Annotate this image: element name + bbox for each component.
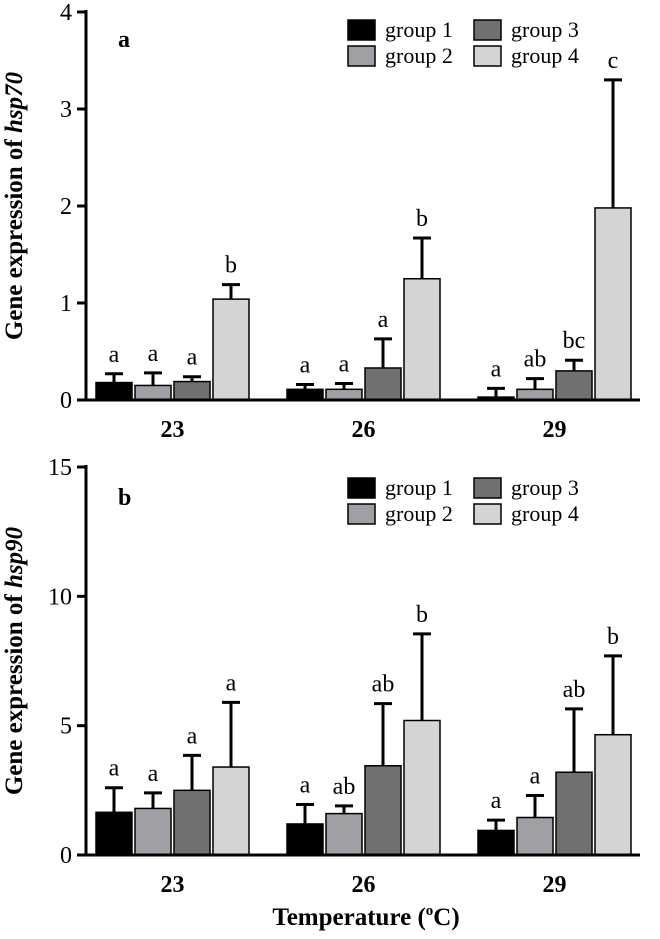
bar <box>555 370 593 401</box>
significance-letter: a <box>378 307 389 333</box>
y-axis-title-gene: hsp90 <box>1 526 28 588</box>
legend-label: group 2 <box>385 43 453 68</box>
significance-letter: b <box>416 206 428 232</box>
bar <box>286 388 324 401</box>
significance-letter: ab <box>524 347 547 373</box>
bar <box>516 816 554 856</box>
legend-label: group 4 <box>511 43 579 68</box>
significance-letter: a <box>491 788 502 814</box>
bar <box>134 384 172 401</box>
bar <box>403 719 441 856</box>
y-axis-title-gene: hsp70 <box>1 71 28 133</box>
significance-letter: a <box>148 341 159 367</box>
bar <box>477 829 515 856</box>
bar <box>403 278 441 401</box>
significance-letter: a <box>300 352 311 378</box>
significance-letter: b <box>416 602 428 628</box>
bar <box>594 207 632 401</box>
x-axis-title-degree: o <box>426 903 434 919</box>
legend-label: group 1 <box>385 475 453 500</box>
bar <box>364 367 402 401</box>
bar <box>95 811 133 856</box>
significance-letter: a <box>109 342 120 368</box>
bar <box>325 812 363 856</box>
significance-letter: ab <box>333 774 356 800</box>
significance-letter: bc <box>563 328 586 354</box>
significance-letter: a <box>339 352 350 378</box>
bar <box>594 733 632 856</box>
x-tick-label: 26 <box>352 872 376 898</box>
bar <box>325 388 363 401</box>
x-axis-title-unit: C) <box>433 904 459 931</box>
y-tick-label: 2 <box>60 194 72 220</box>
x-tick-label: 23 <box>161 417 185 443</box>
bar <box>173 789 211 856</box>
y-tick-label: 3 <box>60 97 72 123</box>
legend-swatch <box>473 45 502 67</box>
panel-label: b <box>118 485 131 511</box>
significance-letter: c <box>608 48 619 74</box>
y-tick-label: 15 <box>48 455 72 481</box>
legend-label: group 1 <box>385 17 453 42</box>
legend-swatch <box>473 477 502 499</box>
x-tick-label: 26 <box>352 417 376 443</box>
significance-letter: a <box>187 723 198 749</box>
y-tick-label: 4 <box>60 0 72 26</box>
x-tick-label: 29 <box>543 872 567 898</box>
significance-letter: a <box>148 761 159 787</box>
significance-letter: a <box>226 670 237 696</box>
y-tick-label: 0 <box>60 388 72 414</box>
bar <box>364 765 402 856</box>
bar <box>516 388 554 401</box>
x-axis-title-main: Temperature ( <box>272 904 425 931</box>
legend-swatch <box>347 45 376 67</box>
x-axis-title: Temperature (oC) <box>272 903 459 931</box>
significance-letter: ab <box>563 677 586 703</box>
panel-label: a <box>118 27 130 53</box>
bar <box>212 766 250 856</box>
bar <box>286 823 324 856</box>
significance-letter: a <box>491 356 502 382</box>
legend-label: group 4 <box>511 501 579 526</box>
significance-letter: ab <box>372 672 395 698</box>
bar <box>555 771 593 856</box>
x-tick-label: 23 <box>161 872 185 898</box>
bar <box>134 807 172 856</box>
legend-swatch <box>473 503 502 525</box>
legend-label: group 3 <box>511 475 579 500</box>
y-axis-title: Gene expression of hsp70 <box>1 71 28 340</box>
y-tick-label: 1 <box>60 291 72 317</box>
y-tick-label: 5 <box>60 714 72 740</box>
bar <box>173 380 211 401</box>
legend-label: group 3 <box>511 17 579 42</box>
y-tick-label: 10 <box>48 584 72 610</box>
significance-letter: a <box>187 345 198 371</box>
significance-letter: a <box>530 764 541 790</box>
significance-letter: b <box>607 624 619 650</box>
legend-swatch <box>473 19 502 41</box>
y-axis-title: Gene expression of hsp90 <box>1 526 28 795</box>
bar <box>212 298 250 401</box>
y-axis-title-prefix: Gene expression of <box>1 133 28 340</box>
y-tick-label: 0 <box>60 843 72 869</box>
legend-swatch <box>347 19 376 41</box>
x-tick-label: 29 <box>543 417 567 443</box>
significance-letter: a <box>109 756 120 782</box>
significance-letter: a <box>300 773 311 799</box>
significance-letter: b <box>225 253 237 279</box>
bar <box>95 381 133 401</box>
legend-label: group 2 <box>385 501 453 526</box>
legend-swatch <box>347 503 376 525</box>
y-axis-title-prefix: Gene expression of <box>1 588 28 795</box>
legend-swatch <box>347 477 376 499</box>
